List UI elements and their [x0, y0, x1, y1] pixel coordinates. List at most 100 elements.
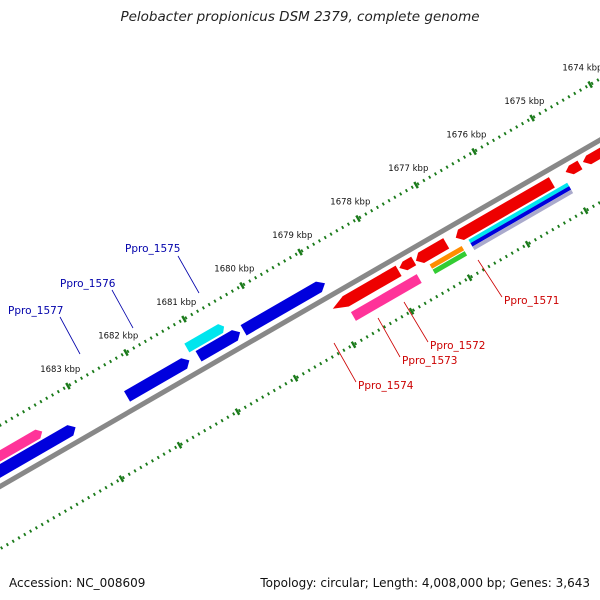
leader-ppro-1576 — [111, 289, 134, 329]
major-tick — [234, 408, 241, 416]
minor-tick — [16, 413, 20, 417]
minor-tick — [265, 269, 269, 273]
minor-tick — [219, 296, 223, 300]
kbp-label: 1677 kbp — [388, 164, 428, 174]
minor-tick — [474, 148, 478, 153]
cds-reverse-far1[interactable] — [564, 160, 583, 178]
minor-tick — [126, 349, 130, 354]
cds-ppro-1572-green[interactable] — [432, 251, 468, 274]
major-tick — [350, 341, 357, 349]
minor-tick — [486, 141, 490, 146]
minor-tick — [533, 237, 537, 242]
cds-ppro-1571-grey[interactable] — [472, 189, 574, 251]
minor-tick — [375, 205, 379, 210]
minor-tick — [562, 221, 566, 225]
major-tick — [118, 475, 125, 483]
minor-tick — [120, 353, 124, 357]
kbp-label: 1675 kbp — [504, 97, 544, 107]
accession-text: Accession: NC_008609 — [9, 576, 146, 590]
minor-tick — [34, 526, 38, 530]
minor-tick — [568, 217, 572, 222]
minor-tick — [283, 259, 287, 263]
minor-tick — [69, 505, 73, 510]
minor-tick — [75, 502, 79, 507]
minor-tick — [491, 138, 496, 143]
minor-tick — [232, 412, 236, 416]
minor-tick — [590, 81, 594, 86]
cds-ppro-1574[interactable] — [350, 274, 422, 321]
minor-tick — [259, 272, 263, 277]
major-tick — [355, 214, 361, 223]
minor-tick — [446, 288, 450, 292]
cds-reverse-far2[interactable] — [581, 147, 600, 168]
label-ppro-1575[interactable]: Ppro_1575 — [125, 243, 180, 255]
minor-tick — [400, 315, 404, 319]
cds-ppro-1573b[interactable] — [413, 238, 450, 266]
minor-tick — [197, 432, 201, 436]
leader-ppro-1574 — [333, 342, 357, 383]
minor-tick — [370, 208, 374, 213]
cds-forward-1[interactable] — [0, 427, 45, 472]
minor-tick — [515, 125, 519, 129]
minor-tick — [516, 248, 520, 252]
cds-ppro-1575[interactable] — [240, 278, 328, 336]
cds-ppro-1571-cyan[interactable] — [468, 182, 570, 244]
cds-ppro-1577[interactable] — [124, 355, 192, 402]
major-tick — [239, 281, 245, 290]
cds-ppro-1576[interactable] — [195, 327, 244, 362]
cds-reverse-1574a[interactable] — [330, 265, 402, 314]
minor-tick — [573, 91, 577, 96]
kbp-label: 1683 kbp — [40, 365, 80, 375]
minor-tick — [555, 101, 559, 106]
minor-tick — [481, 268, 485, 272]
minor-tick — [393, 195, 397, 200]
minor-tick — [539, 234, 543, 239]
minor-tick — [132, 346, 136, 350]
major-tick — [529, 114, 535, 122]
minor-tick — [404, 188, 408, 193]
cds-forward-2[interactable] — [0, 422, 79, 484]
minor-tick — [410, 185, 414, 190]
minor-tick — [5, 542, 9, 547]
minor-tick — [503, 131, 507, 136]
minor-tick — [445, 165, 449, 169]
minor-tick — [74, 379, 78, 384]
minor-tick — [29, 529, 33, 533]
minor-tick — [145, 462, 149, 466]
minor-tick — [336, 351, 340, 356]
forward-features — [0, 278, 328, 484]
cds-ppro-1573[interactable] — [397, 256, 417, 274]
major-tick — [176, 441, 183, 449]
minor-tick — [277, 262, 281, 267]
minor-tick — [225, 292, 229, 297]
minor-tick — [0, 423, 2, 427]
label-ppro-1574[interactable]: Ppro_1574 — [358, 380, 414, 392]
label-ppro-1573[interactable]: Ppro_1573 — [402, 355, 457, 367]
cds-ppro-1576-cyan[interactable] — [184, 322, 226, 353]
leader-ppro-1575 — [177, 255, 200, 294]
minor-tick — [557, 224, 561, 229]
label-ppro-1571[interactable]: Ppro_1571 — [504, 295, 559, 307]
kbp-label: 1674 kbp — [562, 64, 600, 74]
cds-ppro-1571[interactable] — [453, 177, 555, 243]
minor-tick — [17, 536, 21, 540]
minor-tick — [98, 489, 102, 493]
minor-tick — [87, 495, 91, 500]
cds-ppro-1572-orange[interactable] — [429, 245, 465, 269]
minor-tick — [422, 178, 426, 183]
kbp-label: 1680 kbp — [214, 265, 254, 275]
label-ppro-1572[interactable]: Ppro_1572 — [430, 340, 485, 352]
minor-tick — [441, 291, 445, 296]
minor-tick — [364, 212, 368, 216]
minor-tick — [528, 241, 532, 245]
minor-tick — [383, 325, 387, 329]
kbp-label: 1678 kbp — [330, 198, 370, 208]
minor-tick — [358, 215, 362, 220]
label-ppro-1576[interactable]: Ppro_1576 — [60, 278, 116, 290]
label-ppro-1577[interactable]: Ppro_1577 — [8, 305, 63, 317]
kbp-label: 1679 kbp — [272, 231, 312, 241]
minor-tick — [406, 311, 410, 316]
cds-ppro-1571-blue[interactable] — [470, 186, 572, 247]
minor-tick — [11, 539, 15, 543]
minor-tick — [591, 204, 595, 208]
